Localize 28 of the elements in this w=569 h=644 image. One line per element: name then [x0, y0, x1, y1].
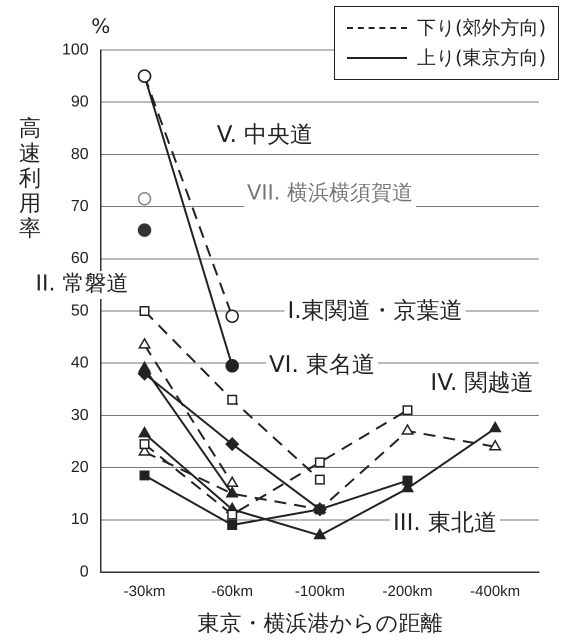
annotation: IV. 関越道 — [430, 370, 534, 396]
y-tick-label: 70 — [70, 198, 89, 216]
y-tick-label: 0 — [80, 563, 89, 580]
x-axis-title: 東京・横浜港からの距離 — [197, 612, 442, 637]
y-tick-label: 20 — [70, 459, 89, 476]
annotation: I.東関道・京葉道 — [287, 298, 463, 324]
y-tick-label: 50 — [70, 302, 89, 320]
annotation: III. 東北道 — [393, 510, 497, 536]
text: % — [91, 14, 110, 38]
x-tick-label: -400km — [470, 583, 520, 600]
y-tick-label: 80 — [70, 146, 89, 163]
x-tick-label: -200km — [382, 583, 433, 600]
annotation: VI. 東名道 — [268, 352, 376, 378]
y-tick-label: 100 — [62, 41, 89, 58]
y-tick-label: 10 — [70, 511, 89, 528]
y-tick-label: 90 — [70, 94, 89, 111]
y-axis-title: 高速利用率 — [19, 116, 41, 242]
y-tick-label: 60 — [70, 250, 89, 268]
annotation: II. 常磐道 — [36, 272, 128, 297]
legend-label: 下り(郊外方向) — [417, 16, 546, 41]
x-tick-label: -60km — [211, 583, 254, 600]
x-tick-label: -100km — [294, 583, 345, 600]
y-tick-label: 30 — [70, 406, 89, 424]
annotation: VII. 横浜横須賀道 — [246, 180, 414, 204]
x-tick-label: -30km — [124, 583, 166, 600]
y-tick-label: 40 — [70, 354, 89, 372]
annotation: V. 中央道 — [216, 122, 314, 148]
legend-label: 上り(東京方向) — [417, 46, 546, 71]
